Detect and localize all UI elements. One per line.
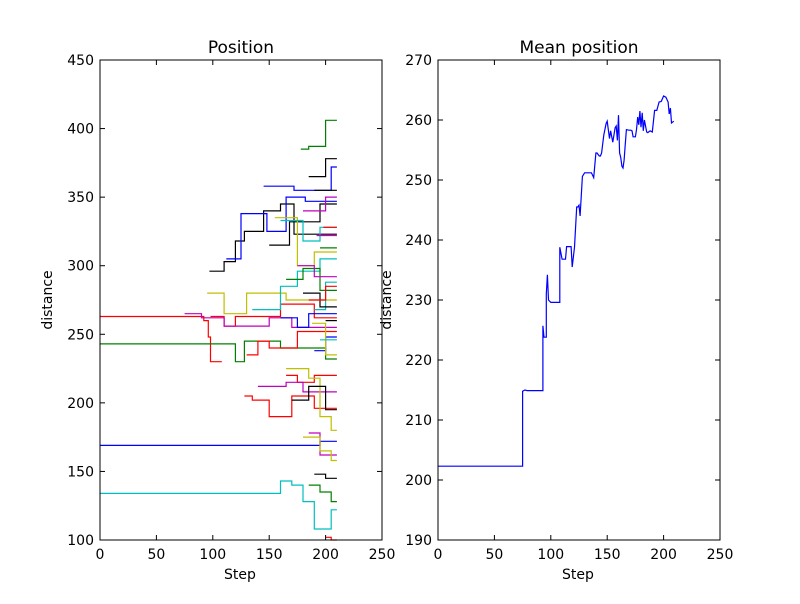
position-chart-plot-frame bbox=[99, 59, 383, 541]
position-chart-series-line bbox=[184, 313, 337, 328]
position-chart-series-line bbox=[300, 119, 337, 150]
mean-position-chart-y-tick-label: 210 bbox=[405, 413, 432, 429]
mean-position-chart-y-tick-label: 220 bbox=[405, 353, 432, 369]
position-chart-series-line bbox=[209, 203, 337, 272]
position-chart-series-line bbox=[303, 436, 337, 462]
mean-position-chart-y-tick-label: 240 bbox=[405, 233, 432, 249]
mean-position-chart-series-line bbox=[438, 95, 675, 467]
position-chart-series-line bbox=[303, 196, 337, 212]
position-chart-series-line bbox=[308, 158, 337, 178]
mean-position-chart-x-tick-label: 100 bbox=[537, 547, 564, 563]
mean-position-chart-y-tick-label: 200 bbox=[405, 473, 432, 489]
position-chart-y-tick-label: 150 bbox=[67, 464, 94, 480]
position-chart-series-line bbox=[286, 368, 337, 431]
mean-position-chart-title: Mean position bbox=[519, 38, 638, 58]
position-chart-series-line bbox=[286, 374, 337, 383]
position-chart-series-line bbox=[100, 480, 337, 530]
position-chart-series-line bbox=[252, 258, 337, 311]
position-chart-series-line bbox=[269, 203, 337, 246]
position-chart-y-tick-label: 350 bbox=[67, 190, 94, 206]
mean-position-chart-plot-frame bbox=[437, 59, 721, 541]
position-chart-x-tick-label: 50 bbox=[147, 547, 165, 563]
position-chart-x-axis-label: Step bbox=[224, 567, 256, 583]
position-chart-title: Position bbox=[208, 38, 274, 58]
mean-position-chart: Mean position Step distance 0 50 100 150 200… bbox=[379, 38, 733, 583]
position-chart-series-line bbox=[291, 385, 337, 411]
position-chart-x-tick-label: 150 bbox=[256, 547, 283, 563]
position-chart-y-tick-label: 200 bbox=[67, 396, 94, 412]
position-chart-y-tick-label: 250 bbox=[67, 327, 94, 343]
position-chart-series-line bbox=[308, 484, 337, 503]
position-chart-x-tick-label: 250 bbox=[369, 547, 396, 563]
mean-position-chart-x-tick-label: 50 bbox=[485, 547, 503, 563]
mean-position-chart-x-tick-label: 250 bbox=[707, 547, 734, 563]
mean-position-chart-y-tick-label: 260 bbox=[405, 113, 432, 129]
mean-position-chart-y-axis-label: distance bbox=[379, 270, 395, 329]
mean-position-chart-y-tick-label: 270 bbox=[405, 53, 432, 69]
position-chart-y-axis-label: distance bbox=[40, 270, 56, 329]
position-chart-x-tick-label: 200 bbox=[312, 547, 339, 563]
position-chart-series-line bbox=[244, 395, 337, 418]
position-chart-y-tick-label: 450 bbox=[67, 53, 94, 69]
position-chart-series-line bbox=[207, 292, 337, 315]
position-chart-series-line bbox=[263, 166, 337, 191]
position-chart-series-line bbox=[312, 322, 337, 356]
mean-position-chart-series bbox=[438, 95, 675, 467]
position-chart-series-line bbox=[286, 267, 337, 291]
mean-position-chart-y-tick-label: 190 bbox=[405, 533, 432, 549]
mean-position-chart-x-axis-label: Step bbox=[562, 567, 594, 583]
mean-position-chart-y-tick-label: 230 bbox=[405, 293, 432, 309]
position-chart-series-line bbox=[280, 313, 337, 328]
mean-position-chart-x-tick-label: 150 bbox=[594, 547, 621, 563]
mean-position-chart-ticks: 0 50 100 150 200 250 190 200 210 220 230 240 250 260 2… bbox=[405, 53, 733, 563]
position-chart-y-tick-label: 300 bbox=[67, 259, 94, 275]
position-chart: Position Step distance 0 50 100 150 200 250 10… bbox=[40, 38, 395, 583]
position-chart-x-tick-label: 100 bbox=[199, 547, 226, 563]
position-chart-ticks: 0 50 100 150 200 250 100 150 200 250 300 350 400 450 bbox=[67, 53, 395, 563]
position-chart-series-line bbox=[100, 315, 222, 363]
position-chart-x-tick-label: 0 bbox=[96, 547, 105, 563]
position-chart-series-line bbox=[246, 330, 337, 356]
position-chart-series-line bbox=[226, 196, 337, 260]
position-chart-y-tick-label: 400 bbox=[67, 122, 94, 138]
position-chart-series-line bbox=[280, 219, 337, 242]
position-chart-series bbox=[100, 119, 337, 541]
mean-position-chart-y-tick-label: 250 bbox=[405, 173, 432, 189]
mean-position-chart-x-tick-label: 0 bbox=[434, 547, 443, 563]
position-chart-series-line bbox=[308, 285, 337, 301]
mean-position-chart-x-tick-label: 200 bbox=[650, 547, 677, 563]
position-chart-series-line bbox=[314, 473, 337, 479]
position-chart-series-line bbox=[297, 265, 337, 278]
position-chart-y-tick-label: 100 bbox=[67, 533, 94, 549]
